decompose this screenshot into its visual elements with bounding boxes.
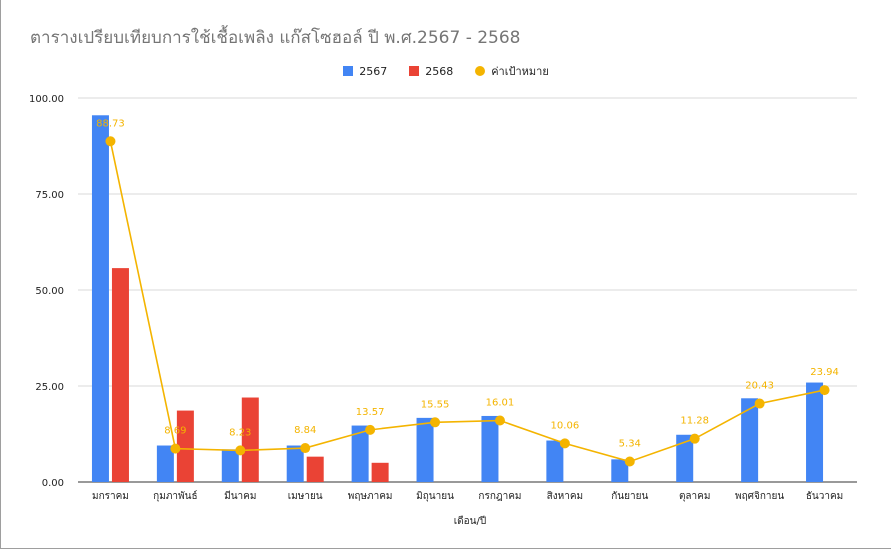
x-tick-label: มีนาคม (224, 490, 256, 502)
bar-2567 (741, 398, 759, 482)
target-data-label: 10.06 (551, 420, 580, 431)
target-data-label: 88.73 (96, 118, 125, 129)
x-tick-label: ตุลาคม (679, 491, 711, 502)
target-point (235, 445, 246, 456)
bar-2567 (416, 417, 434, 482)
chart-title: ตารางเปรียบเทียบการใช้เชื้อเพลิง แก๊สโซฮ… (30, 28, 521, 48)
x-tick-label: มิถุนายน (416, 491, 454, 502)
target-point (300, 443, 311, 454)
y-tick-label: 0.00 (42, 478, 64, 489)
target-data-label: 20.43 (745, 381, 774, 392)
x-tick-label: เมษายน (288, 491, 323, 502)
target-data-label: 23.94 (810, 367, 839, 378)
bar-2567 (676, 434, 694, 482)
target-point (559, 438, 570, 449)
target-data-label: 8.84 (294, 425, 316, 436)
bar-2568 (371, 462, 389, 482)
legend-swatch-2567 (343, 66, 354, 76)
bar-2567 (91, 115, 109, 482)
x-tick-label: ธันวาคม (806, 491, 843, 502)
x-tick-label: พฤศจิกายน (735, 491, 784, 502)
target-data-label: 8.23 (229, 427, 251, 438)
target-data-label: 15.55 (421, 399, 450, 410)
y-tick-label: 75.00 (35, 190, 64, 201)
bar-2567 (156, 445, 174, 482)
x-axis-title: เดือน/ปี (453, 516, 487, 527)
legend-item-2567[interactable]: 2567 (343, 62, 387, 80)
legend-label-target: ค่าเป้าหมาย (491, 65, 549, 78)
x-tick-label: มกราคม (92, 491, 129, 502)
legend: 2567 2568 ค่าเป้าหมาย (0, 62, 892, 80)
bar-2567 (806, 382, 824, 482)
x-tick-label: กันยายน (611, 491, 648, 502)
bar-2568 (111, 268, 129, 482)
target-point (494, 415, 505, 426)
legend-item-target[interactable]: ค่าเป้าหมาย (475, 62, 549, 80)
legend-item-2568[interactable]: 2568 (409, 62, 453, 80)
target-point (105, 136, 116, 147)
bar-2567 (221, 449, 239, 482)
legend-swatch-2568 (409, 66, 420, 76)
y-tick-label: 100.00 (29, 94, 64, 105)
target-line (109, 141, 825, 463)
target-data-label: 13.57 (356, 407, 385, 418)
x-tick-label: กุมภาพันธ์ (153, 490, 197, 502)
bar-2567 (546, 440, 564, 482)
bar-2567 (481, 415, 499, 482)
target-point (819, 385, 830, 396)
target-point (754, 398, 765, 409)
target-data-label: 8.69 (164, 426, 186, 437)
target-point (170, 443, 181, 454)
bar-2567 (286, 445, 304, 482)
target-point (365, 424, 376, 435)
bar-2567 (351, 425, 369, 482)
target-point (689, 433, 700, 444)
target-data-label: 11.28 (680, 416, 709, 427)
x-tick-label: พฤษภาคม (348, 491, 393, 502)
x-tick-label: กรกฎาคม (478, 491, 521, 502)
legend-label-2567: 2567 (359, 64, 388, 78)
bar-2568 (176, 410, 194, 482)
y-tick-label: 50.00 (35, 286, 64, 297)
legend-swatch-target (475, 66, 486, 76)
target-data-label: 5.34 (619, 438, 641, 449)
bar-2568 (306, 456, 324, 482)
x-tick-label: สิงหาคม (547, 491, 583, 502)
y-tick-label: 25.00 (35, 382, 64, 393)
bar-2567 (611, 459, 629, 482)
target-point (430, 417, 441, 428)
target-data-label: 16.01 (486, 398, 515, 409)
legend-label-2568: 2568 (425, 64, 454, 78)
bar-2568 (241, 397, 259, 482)
target-point (624, 456, 635, 467)
